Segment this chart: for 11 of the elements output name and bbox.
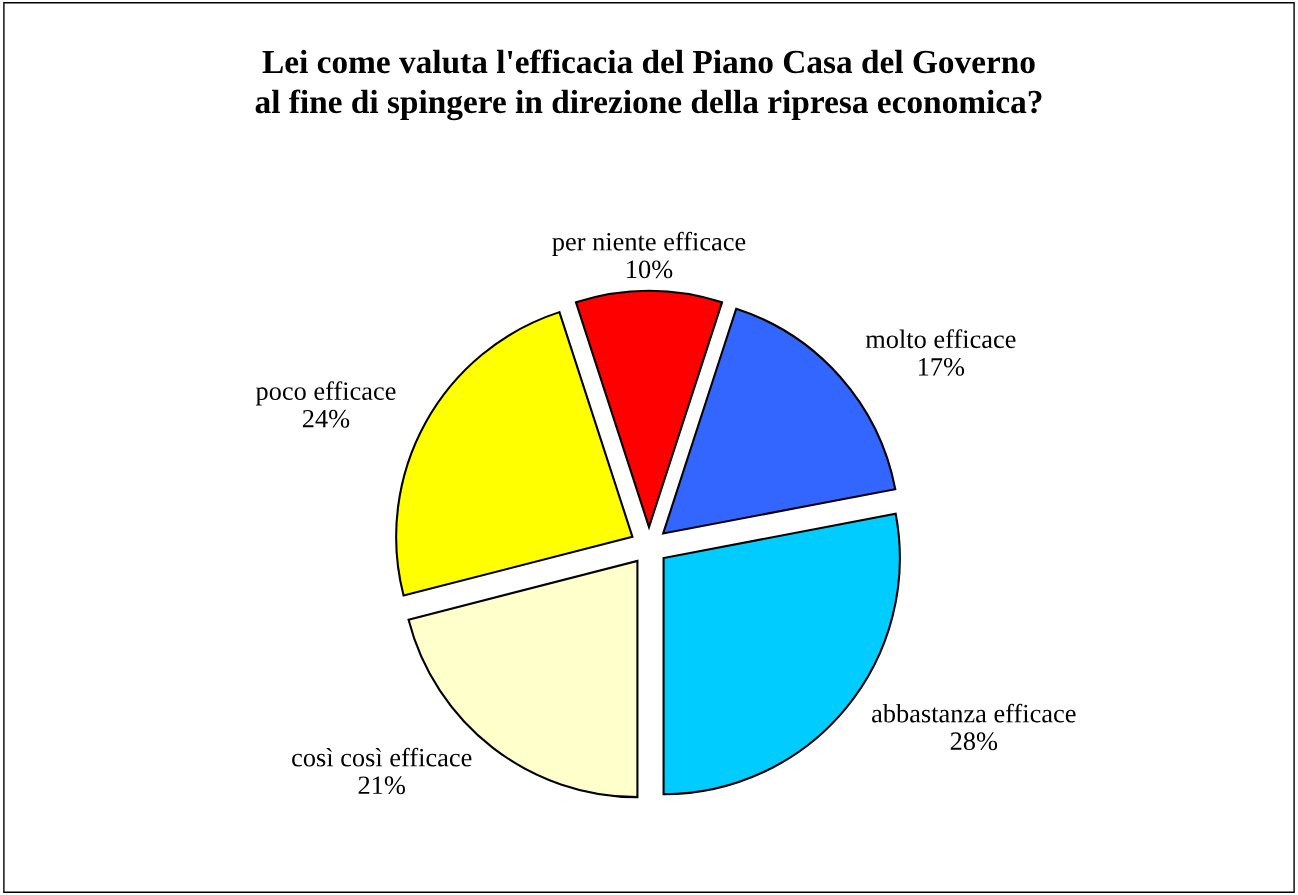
data-label: 17% <box>918 357 965 376</box>
slice-label: poco efficace <box>255 381 396 406</box>
data-label: 10% <box>627 260 673 279</box>
slice-label: così così efficace <box>292 747 472 767</box>
slice-label: abbastanza efficace <box>872 703 1076 723</box>
data-label: 21% <box>358 776 405 795</box>
data-label: 24% <box>302 409 350 428</box>
slice-label: molto efficace <box>865 329 1016 349</box>
slice-label: per niente efficace <box>552 231 746 256</box>
chart-title: Lei come valuta l'efficacia del Piano Casa del Governo al fine di spingere in direzione della ripresa economica? <box>255 49 1042 121</box>
data-label: 28% <box>950 732 998 751</box>
